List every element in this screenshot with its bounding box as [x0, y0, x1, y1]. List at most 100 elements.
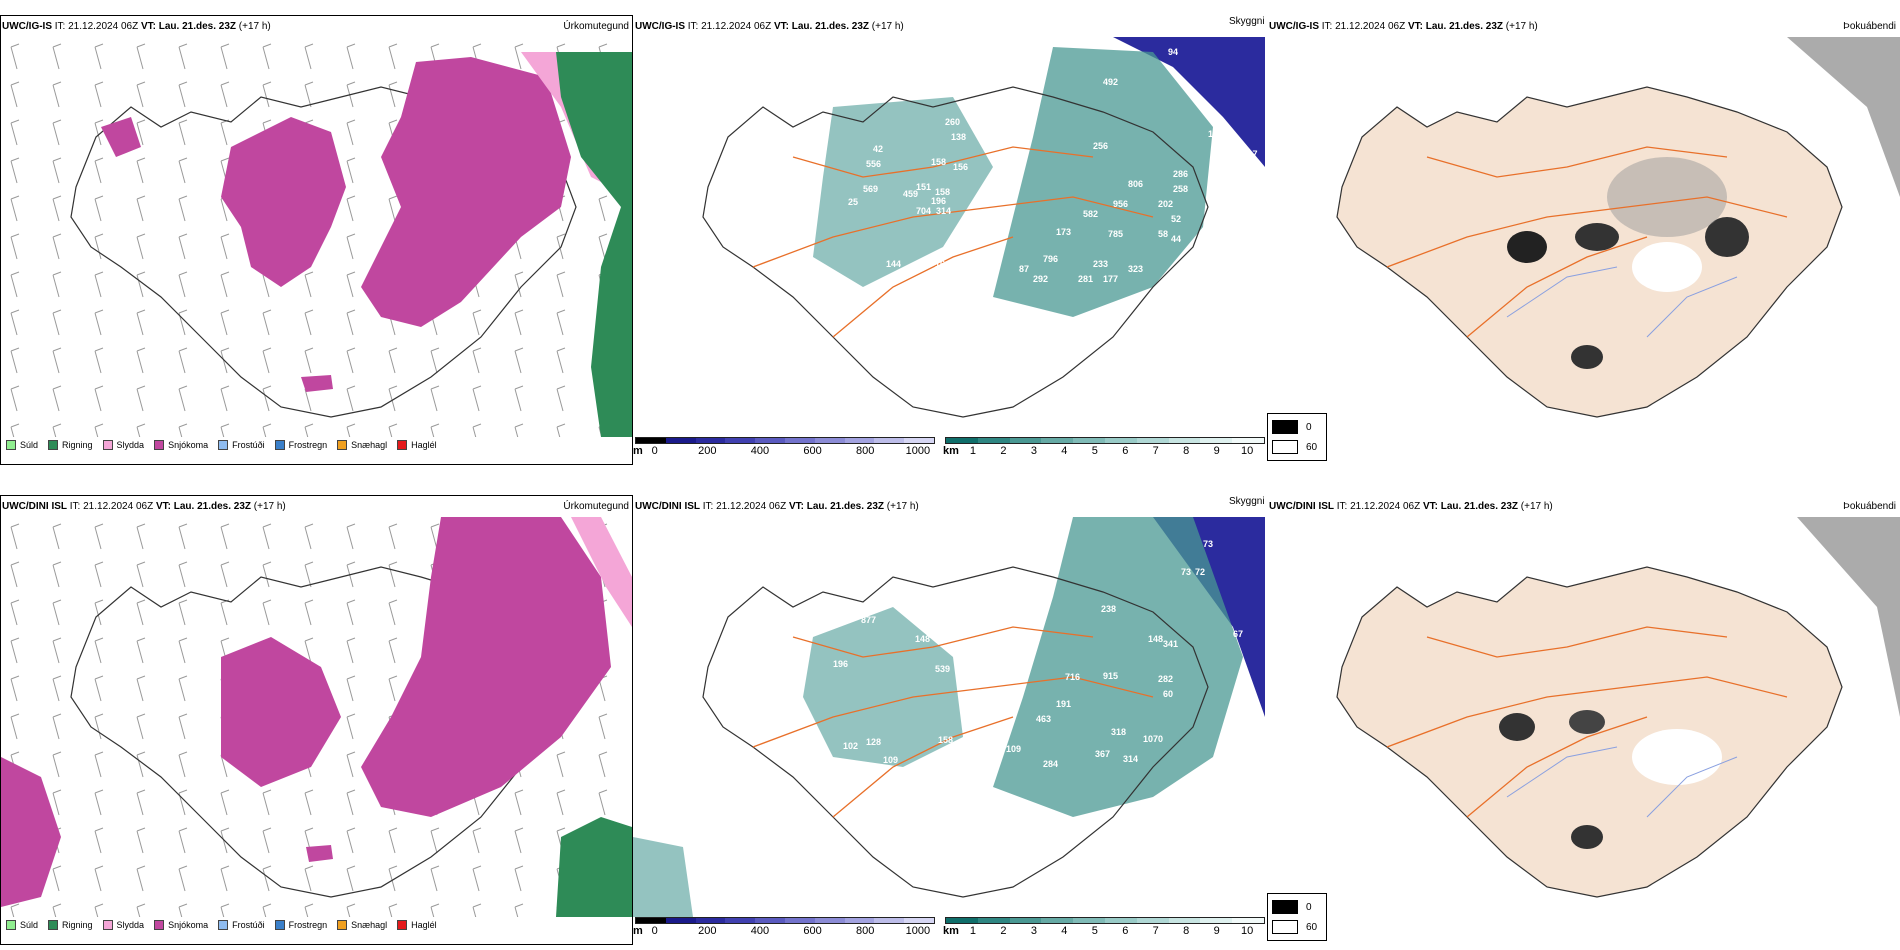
- precip-legend: Súld Rigning Slydda Snjókoma Frostúði Frostre…: [6, 920, 437, 930]
- wind-barb: [346, 423, 356, 437]
- legend-item: Frostúði: [218, 440, 265, 450]
- visibility-value: 52: [1171, 214, 1181, 224]
- legend-swatch: [218, 440, 229, 450]
- legend-label: Haglél: [411, 920, 437, 930]
- legend-label: Súld: [20, 440, 39, 450]
- wind-barb: [94, 561, 104, 588]
- visibility-value: 92: [875, 601, 885, 611]
- wind-barb: [346, 157, 356, 184]
- visibility-value: 148: [915, 634, 930, 644]
- visibility-value: 785: [1108, 229, 1123, 239]
- colorbar-tick: 8: [1183, 925, 1190, 937]
- wind-barb: [304, 637, 314, 664]
- wind-barb: [304, 43, 314, 70]
- lead-time: (+17 h): [238, 21, 271, 32]
- iceland-outline: [702, 566, 1209, 898]
- wind-barb: [178, 903, 188, 917]
- visibility-value: 105: [881, 277, 896, 287]
- wind-barb: [262, 903, 272, 917]
- wind-barb: [262, 347, 272, 374]
- wind-barb: [598, 789, 608, 816]
- wind-barb: [178, 827, 188, 854]
- wind-barb: [220, 385, 230, 412]
- wind-barb: [136, 827, 146, 854]
- wind-barb: [514, 423, 524, 437]
- fog-key-light-swatch: [1272, 920, 1298, 934]
- colorbar-segment: [1041, 918, 1074, 923]
- colorbar-segment: [636, 918, 666, 923]
- visibility-value: 139: [935, 615, 950, 625]
- visibility-value: 314: [936, 206, 951, 216]
- fog-dark-1: [1507, 231, 1547, 263]
- visibility-value: 109: [1006, 744, 1021, 754]
- elev-unit: m: [633, 925, 643, 937]
- fog-clear-1: [1632, 729, 1722, 785]
- fog-key-light-label: 60: [1306, 441, 1318, 453]
- wind-barb: [94, 347, 104, 374]
- wind-barb: [346, 385, 356, 412]
- wind-barb: [220, 865, 230, 892]
- wind-barb: [346, 195, 356, 222]
- visibility-value: 492: [1103, 77, 1118, 87]
- wind-barb: [388, 599, 398, 626]
- visibility-value: 158: [938, 735, 953, 745]
- visibility-value: 463: [1036, 714, 1051, 724]
- wind-barb: [94, 637, 104, 664]
- wind-barb: [10, 675, 20, 702]
- wind-barb: [94, 385, 104, 412]
- fog-panel-row2: UWC/DINI ISL IT: 21.12.2024 06Z VT: Lau.…: [1267, 495, 1900, 945]
- wind-barb: [220, 309, 230, 336]
- wind-barb: [52, 675, 62, 702]
- it-value: 21.12.2024 06Z: [83, 501, 154, 512]
- visibility-value: 1070: [1143, 734, 1163, 744]
- wind-barb: [94, 309, 104, 336]
- wind-barb: [514, 903, 524, 917]
- wind-barb: [220, 119, 230, 146]
- visibility-value: 256: [1093, 141, 1108, 151]
- colorbar-segment: [1136, 438, 1169, 443]
- colorbar-segment: [1232, 438, 1264, 443]
- wind-barb: [52, 713, 62, 740]
- wind-barb: [262, 789, 272, 816]
- it-value: 21.12.2024 06Z: [701, 21, 772, 32]
- visibility-value: 196: [931, 196, 946, 206]
- roads: [1386, 146, 1788, 338]
- header-row1-vis: UWC/IG-IS IT: 21.12.2024 06Z VT: Lau. 21…: [635, 21, 904, 32]
- visibility-value: 207: [903, 769, 918, 779]
- wind-barb: [388, 347, 398, 374]
- legend-label: Haglél: [411, 440, 437, 450]
- wind-barb: [220, 903, 230, 917]
- visibility-value: 877: [861, 615, 876, 625]
- model-name: UWC/IG-IS: [1269, 21, 1319, 32]
- wind-barb: [304, 865, 314, 892]
- colorbar-segment: [695, 438, 726, 443]
- legend-label: Rigning: [62, 920, 93, 930]
- fog-dark-2: [1569, 710, 1605, 734]
- wind-barb: [388, 561, 398, 588]
- precip-map: [10, 43, 632, 437]
- wind-barb: [304, 271, 314, 298]
- vt-value: Lau. 21.des. 23Z: [806, 501, 885, 512]
- wind-barb: [178, 713, 188, 740]
- snow-patch-nw: [101, 117, 141, 157]
- colorbar-tick: 10: [1240, 445, 1254, 457]
- wind-barb: [346, 751, 356, 778]
- wind-barb: [472, 309, 482, 336]
- wind-barb: [598, 751, 608, 778]
- wind-barb: [388, 423, 398, 437]
- wind-barb: [94, 81, 104, 108]
- wind-barb: [262, 43, 272, 70]
- wind-barb: [346, 523, 356, 550]
- wind-barb: [220, 599, 230, 626]
- wind-barb: [346, 599, 356, 626]
- wind-barb: [388, 827, 398, 854]
- legend-swatch: [154, 440, 165, 450]
- visibility-value: 582: [1083, 209, 1098, 219]
- wind-barb: [136, 523, 146, 550]
- legend-item: Rigning: [48, 920, 93, 930]
- wind-barb: [514, 789, 524, 816]
- header-row2: UWC/DINI ISL IT: 21.12.2024 06Z VT: Lau.…: [2, 501, 286, 512]
- wind-barb: [304, 523, 314, 550]
- legend-swatch: [218, 920, 229, 930]
- fog-band-ocean: [1797, 517, 1900, 717]
